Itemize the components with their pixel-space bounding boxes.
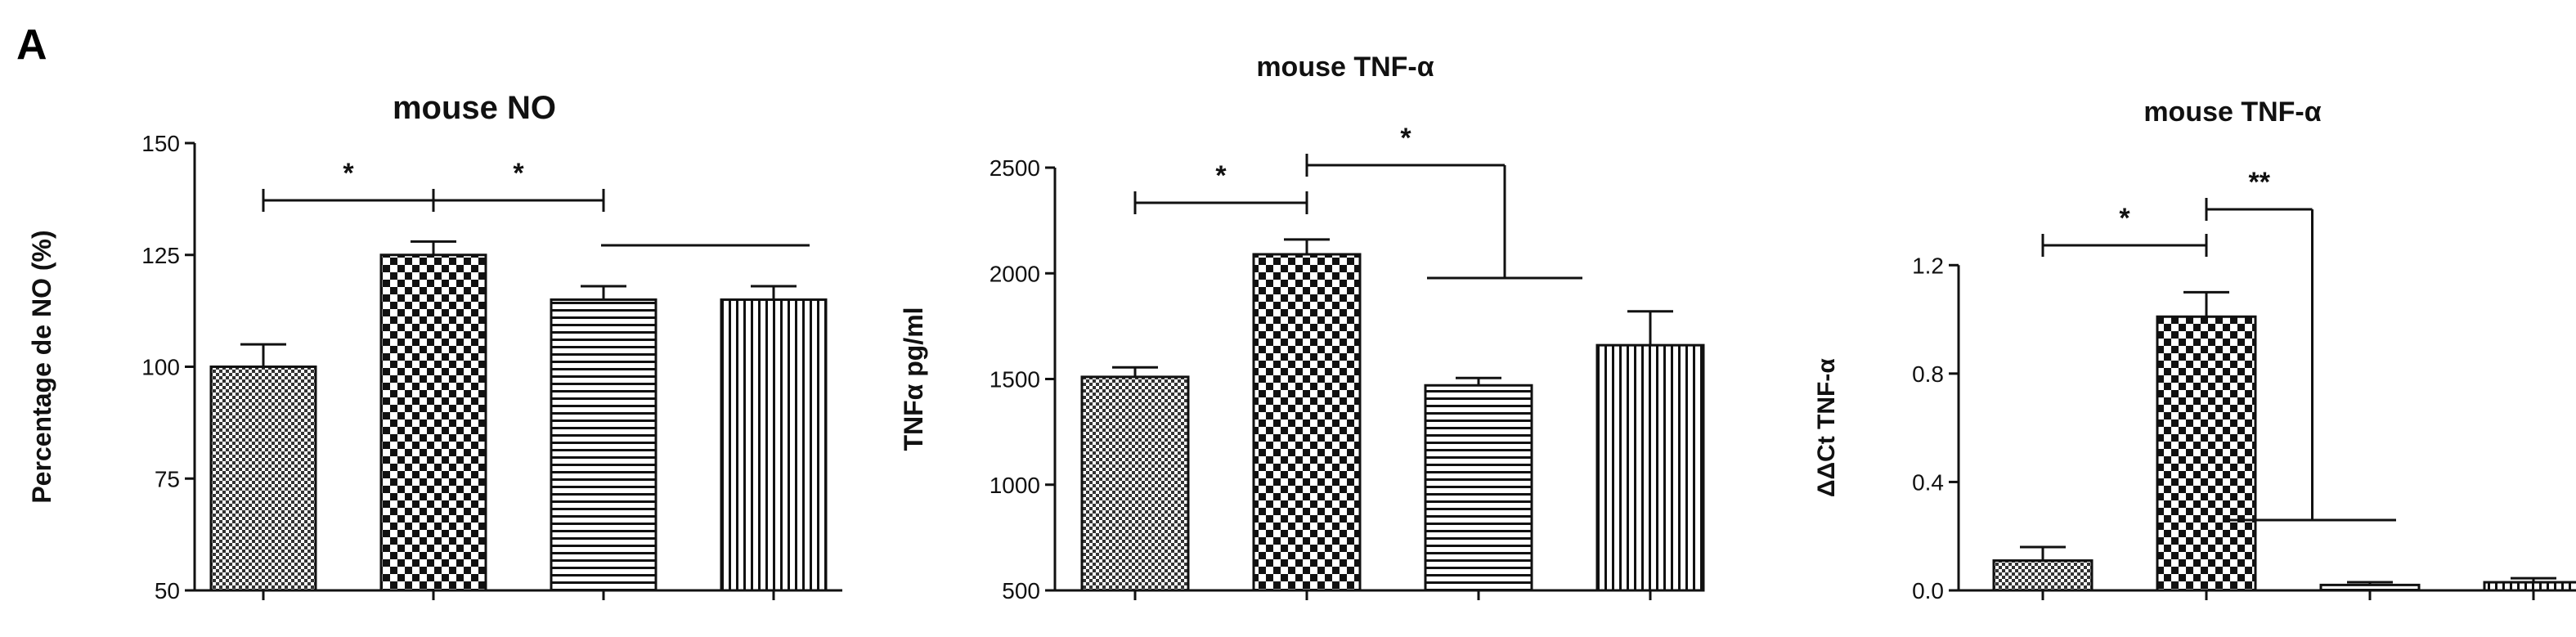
y-tick-label: 0.8: [1912, 361, 1944, 387]
y-axis-label: ΔΔCt TNF-α: [1813, 358, 1840, 497]
bar: [1424, 384, 1533, 592]
significance-label: *: [1215, 160, 1227, 191]
bar: [1595, 343, 1705, 592]
y-tick-label: 2000: [990, 261, 1040, 286]
chart-title: mouse TNF-α: [2143, 96, 2321, 128]
y-tick-label: 2500: [990, 155, 1040, 181]
y-tick-label: 0.0: [1912, 578, 1944, 603]
bar: [550, 298, 657, 592]
y-tick-label: 500: [1002, 578, 1040, 603]
bar: [1252, 253, 1362, 592]
chart-mouse-no: mouse NO Percentage de NO (%) 50 75 100 125 15…: [27, 90, 842, 603]
bar: [1080, 375, 1190, 592]
y-tick-label: 1.2: [1912, 253, 1944, 278]
significance-label: *: [1400, 123, 1411, 154]
bar: [1992, 559, 2094, 592]
bar: [2156, 315, 2257, 592]
y-tick-label: 150: [141, 131, 180, 156]
significance-label: *: [343, 158, 354, 189]
panel-label: A: [16, 21, 47, 69]
y-axis-label: TNFα pg/ml: [899, 307, 928, 451]
bar: [720, 298, 828, 592]
bar: [379, 253, 487, 592]
significance-label: *: [2119, 203, 2130, 234]
y-tick-label: 50: [155, 578, 180, 603]
significance-label: *: [513, 158, 524, 189]
y-tick-label: 75: [155, 466, 180, 491]
bar: [2483, 581, 2576, 592]
significance-label: **: [2249, 167, 2271, 198]
y-tick-label: 100: [141, 355, 180, 380]
y-tick-label: 125: [141, 243, 180, 268]
y-tick-label: 1000: [990, 473, 1040, 498]
bar: [209, 366, 317, 592]
chart-title: mouse NO: [393, 90, 556, 126]
y-tick-label: 0.4: [1912, 469, 1944, 495]
chart-mouse-tnf-elisa: mouse TNF-α TNFα pg/ml 500 1000 1500 2000 2500…: [899, 52, 1705, 603]
y-tick-label: 1500: [990, 367, 1040, 393]
y-axis-label: Percentage de NO (%): [27, 230, 56, 503]
chart-title: mouse TNF-α: [1256, 52, 1434, 83]
bar: [2319, 583, 2421, 592]
